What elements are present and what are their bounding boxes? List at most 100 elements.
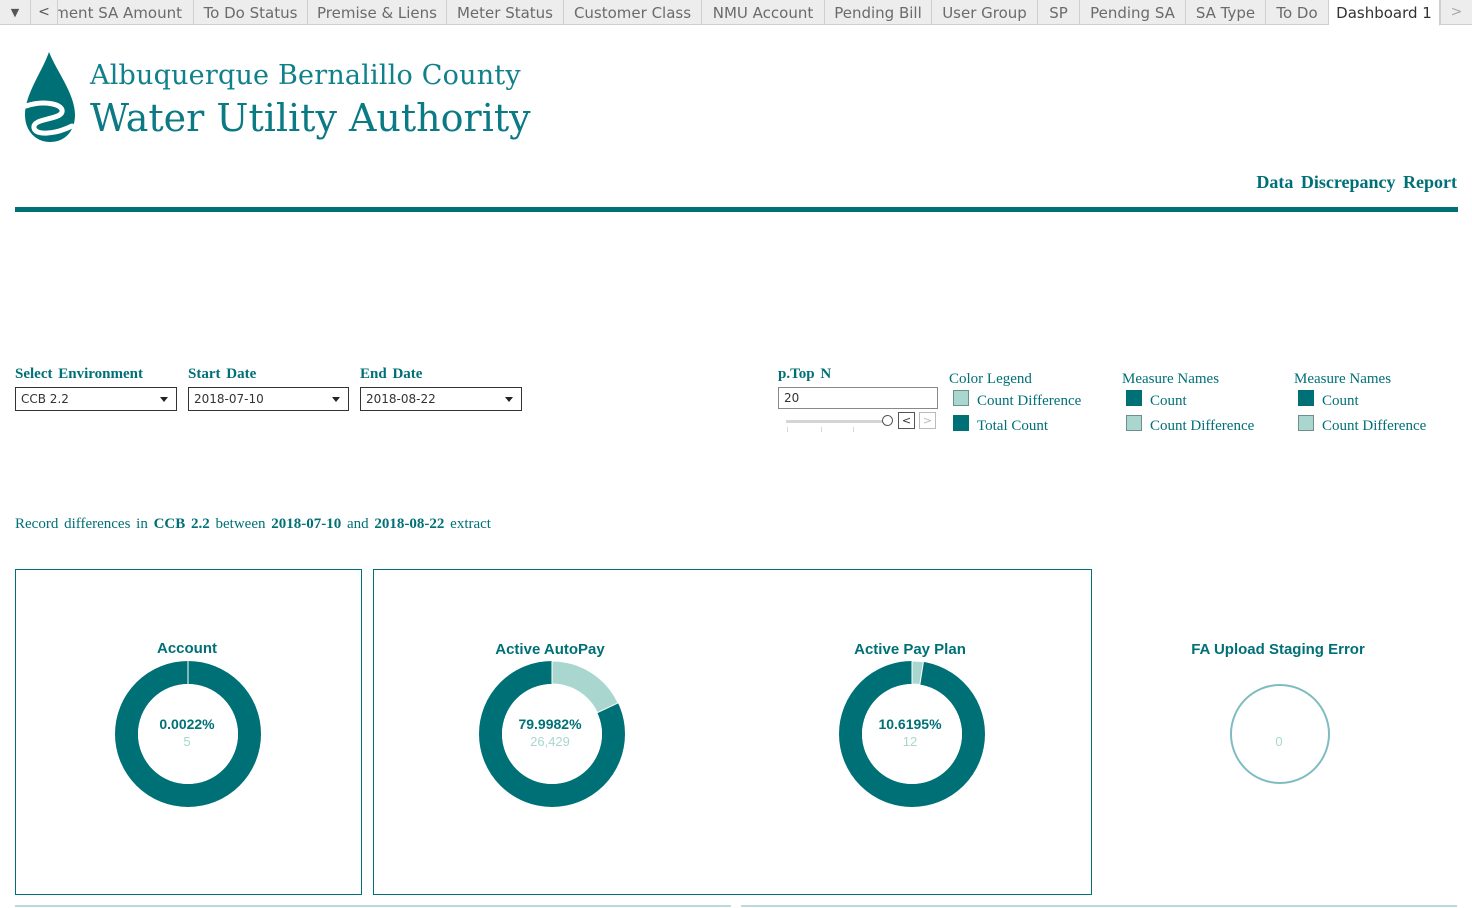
slider-tick [787,427,788,432]
caption-text: Record differences in [15,516,148,532]
kpi-title-account: Account [157,640,217,657]
top-n-value: 20 [784,391,800,405]
tab-premise-liens[interactable]: Premise & Liens [308,0,447,25]
active-autopay-donut-chart[interactable] [478,660,626,808]
caption-text: between [215,516,266,532]
start-date-dropdown[interactable]: 2018-07-10 [188,387,349,411]
legend-label: Count Difference [1150,418,1255,434]
kpi-title-active-autopay: Active AutoPay [495,641,605,658]
caption-environment: CCB 2.2 [153,516,210,532]
top-n-input[interactable]: 20 [778,387,938,409]
account-donut-chart[interactable] [114,660,262,808]
report-title: Data Discrepancy Report [1256,172,1457,192]
tab-scroll-left-button[interactable]: < [31,0,58,24]
tab-label: User Group [942,3,1027,22]
tab-to-do[interactable]: To Do [1266,0,1329,25]
caption-text: and [347,516,369,532]
tab-label: Premise & Liens [317,3,437,22]
fa-upload-staging-error-ring[interactable] [1229,683,1331,785]
org-name-line2: Water Utility Authority [90,96,531,140]
legend-item-total-count[interactable]: Total Count [953,414,1049,435]
legend-item-count[interactable]: Count [1126,389,1187,410]
active-pay-plan-donut-chart[interactable] [838,660,986,808]
start-date-value: 2018-07-10 [194,392,264,406]
measure-names-legend-title: Measure Names [1122,371,1220,387]
caption-end-date: 2018-08-22 [374,516,445,532]
tab-label: NMU Account [712,3,814,22]
chevron-down-icon [160,397,168,402]
legend-label: Count Difference [1322,418,1427,434]
tab-label: To Do Status [203,3,298,22]
legend-label: Count [1322,393,1359,409]
tab-customer-class[interactable]: Customer Class [564,0,702,25]
kpi-count-active-autopay: 26,429 [530,734,570,749]
tab-label: Dashboard 1 [1336,3,1432,22]
tab-user-group[interactable]: User Group [932,0,1038,25]
legend-swatch [953,414,969,431]
legend-label: Total Count [977,418,1049,434]
tab-dashboard-1[interactable]: Dashboard 1 [1329,0,1440,26]
tab-meter-status[interactable]: Meter Status [447,0,564,25]
org-name-line1: Albuquerque Bernalillo County [90,60,521,91]
environment-dropdown[interactable]: CCB 2.2 [15,387,177,411]
legend-item-count-difference[interactable]: Count Difference [1126,414,1255,435]
legend-swatch [953,389,969,406]
tab-scroll-right-button[interactable]: > [1440,0,1472,24]
environment-dropdown-value: CCB 2.2 [21,392,69,406]
kpi-percent-active-pay-plan: 10.6195% [878,716,942,732]
header-divider [15,207,1458,212]
top-n-slider-thumb[interactable] [882,415,893,426]
legend-label: Count Difference [977,393,1082,409]
top-n-increment-button[interactable]: > [919,412,936,429]
tab-adjustment-sa-amount[interactable]: ment SA Amount [58,0,194,25]
tab-pending-bill[interactable]: Pending Bill [825,0,932,25]
measure-names-legend-title: Measure Names [1294,371,1392,387]
tab-label: SP [1049,3,1068,22]
top-n-decrement-button[interactable]: < [898,412,915,429]
tab-sp[interactable]: SP [1038,0,1080,25]
kpi-percent-active-autopay: 79.9982% [518,716,582,732]
donut-center [138,684,238,784]
legend-item-count-difference[interactable]: Count Difference [1298,414,1427,435]
tab-label: ment SA Amount [58,3,182,22]
kpi-count-fa-upload-staging-error: 0 [1275,734,1283,749]
kpi-title-fa-upload-staging-error: FA Upload Staging Error [1191,641,1365,658]
chevron-down-icon [332,397,340,402]
legend-swatch [1298,414,1314,431]
caption-text: extract [450,516,491,532]
end-date-dropdown[interactable]: 2018-08-22 [360,387,522,411]
chevron-down-icon [505,397,513,402]
tab-sa-type[interactable]: SA Type [1186,0,1266,25]
environment-filter-label: Select Environment [15,366,143,382]
legend-swatch [1126,389,1142,406]
donut-center [862,684,962,784]
end-date-value: 2018-08-22 [366,392,436,406]
record-differences-caption: Record differences in CCB 2.2 between 20… [15,516,491,533]
legend-swatch [1298,389,1314,406]
end-date-label: End Date [360,366,423,382]
tab-to-do-status[interactable]: To Do Status [194,0,308,25]
tab-menu-button[interactable]: ▼ [0,0,31,24]
tab-label: Meter Status [456,3,553,22]
slider-tick [821,427,822,432]
legend-label: Count [1150,393,1187,409]
lower-panel-edge [741,905,1457,907]
tab-label: Pending Bill [834,3,922,22]
kpi-count-active-pay-plan: 12 [902,734,918,749]
slider-tick [853,427,854,432]
tab-pending-sa[interactable]: Pending SA [1080,0,1186,25]
legend-swatch [1126,414,1142,431]
legend-item-count-difference[interactable]: Count Difference [953,389,1082,410]
tab-nmu-account[interactable]: NMU Account [702,0,825,25]
water-drop-logo-icon [23,52,75,142]
lower-panel-edge [15,905,731,907]
tab-label: Customer Class [573,3,692,22]
legend-item-count[interactable]: Count [1298,389,1359,410]
tab-label: Pending SA [1090,3,1175,22]
start-date-label: Start Date [188,366,257,382]
sheet-tab-bar: ▼ < ment SA Amount To Do Status Premise … [0,0,1472,26]
kpi-percent-account: 0.0022% [159,716,215,732]
caption-start-date: 2018-07-10 [271,516,342,532]
top-n-slider-track[interactable] [786,420,886,423]
kpi-title-active-pay-plan: Active Pay Plan [854,641,966,658]
